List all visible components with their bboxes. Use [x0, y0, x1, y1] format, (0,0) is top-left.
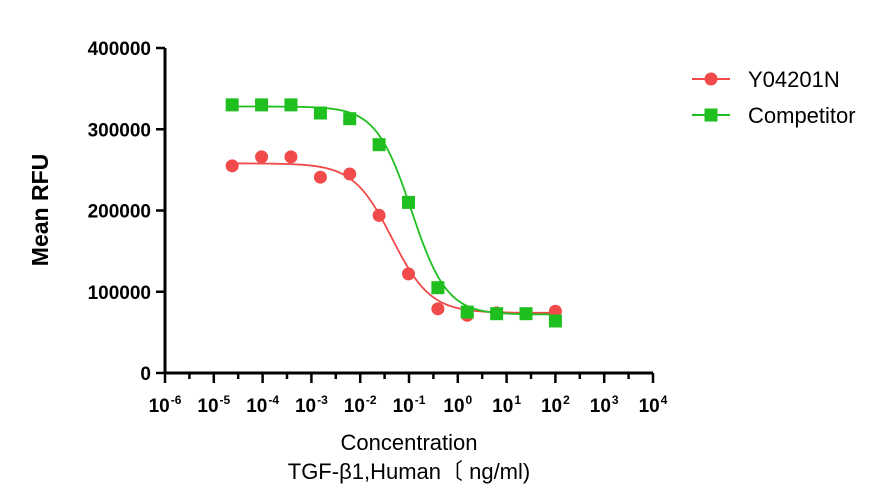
y-tick-label: 0 [140, 364, 151, 385]
x-tick-label-base: 10 [393, 396, 414, 417]
data-point-competitor [431, 281, 445, 295]
x-tick-label-exponent: -2 [366, 393, 377, 407]
y-axis-label: Mean RFU [27, 154, 53, 266]
legend-marker-circle [704, 72, 718, 86]
fit-curves [232, 105, 556, 316]
x-tick-label: 10-6 [149, 393, 182, 417]
x-tick-label-exponent: 1 [514, 393, 521, 407]
x-tick-label: 100 [443, 393, 472, 417]
data-point-y04201n [431, 302, 445, 316]
axes [163, 48, 653, 375]
x-tick-label-base: 10 [492, 396, 513, 417]
x-tick-label: 10-1 [393, 393, 426, 417]
data-point-competitor [313, 106, 327, 120]
x-tick-label-exponent: -4 [268, 393, 279, 407]
x-tick-label-base: 10 [197, 396, 218, 417]
x-tick-label: 10-3 [295, 393, 328, 417]
legend-item-y04201n: Y04201N [692, 67, 840, 92]
x-tick-label-base: 10 [443, 396, 464, 417]
x-tick-label-exponent: -1 [415, 393, 426, 407]
data-point-y04201n [402, 267, 416, 281]
x-tick-label-exponent: -3 [317, 393, 328, 407]
x-tick-label-base: 10 [149, 396, 170, 417]
x-axis-label-line-1: Concentration [341, 430, 478, 455]
x-tick-label-base: 10 [295, 396, 316, 417]
x-ticks: 10-6 10-5 10-4 10-3 10-2 10-1 100 101 102 103 104 [149, 373, 668, 417]
data-point-competitor [255, 98, 269, 112]
data-point-competitor [548, 314, 562, 328]
x-tick-label-exponent: 4 [661, 393, 668, 407]
data-point-y04201n [372, 208, 386, 222]
x-tick-label-base: 10 [590, 396, 611, 417]
fit-curve-y04201n [232, 162, 556, 314]
data-point-y04201n [313, 170, 327, 184]
y-ticks: 0 100000 200000 300000 400000 [88, 39, 165, 385]
x-tick-label: 103 [590, 393, 619, 417]
x-tick-label: 10-4 [246, 393, 279, 417]
data-point-competitor [402, 195, 416, 209]
legend: Y04201N Competitor [692, 67, 856, 128]
legend-label: Competitor [748, 103, 856, 128]
x-tick-label-base: 10 [246, 396, 267, 417]
x-tick-label-base: 10 [344, 396, 365, 417]
x-tick-label: 102 [541, 393, 570, 417]
data-point-y04201n [284, 150, 298, 164]
x-axis-label-line-2: TGF-β1,Human〔 ng/ml) [288, 459, 530, 484]
y-tick-label: 100000 [88, 283, 151, 304]
data-point-competitor [490, 307, 504, 321]
x-tick-label-base: 10 [541, 396, 562, 417]
x-tick-label-exponent: -6 [171, 393, 182, 407]
x-tick-label: 10-2 [344, 393, 377, 417]
y-tick-label: 300000 [88, 120, 151, 141]
y-tick-label: 200000 [88, 202, 151, 223]
data-points [225, 98, 562, 328]
legend-item-competitor: Competitor [692, 103, 856, 128]
data-point-competitor [284, 98, 298, 112]
x-tick-label: 10-5 [197, 393, 230, 417]
data-point-competitor [225, 98, 239, 112]
x-tick-label-exponent: 3 [612, 393, 619, 407]
fit-curve-competitor [232, 105, 556, 316]
x-tick-label-base: 10 [639, 396, 660, 417]
x-tick-label-exponent: -5 [220, 393, 231, 407]
x-tick-label-exponent: 2 [563, 393, 570, 407]
data-point-y04201n [225, 159, 239, 173]
x-tick-label-exponent: 0 [466, 393, 473, 407]
legend-marker-square [704, 108, 718, 122]
x-tick-label: 104 [639, 393, 668, 417]
data-point-y04201n [343, 167, 357, 181]
data-point-competitor [460, 305, 474, 319]
data-point-competitor [343, 112, 357, 126]
data-point-y04201n [255, 150, 269, 164]
x-tick-label: 101 [492, 393, 521, 417]
data-point-competitor [372, 138, 386, 152]
y-tick-label: 400000 [88, 39, 151, 60]
data-point-competitor [519, 307, 533, 321]
legend-label: Y04201N [748, 67, 840, 92]
